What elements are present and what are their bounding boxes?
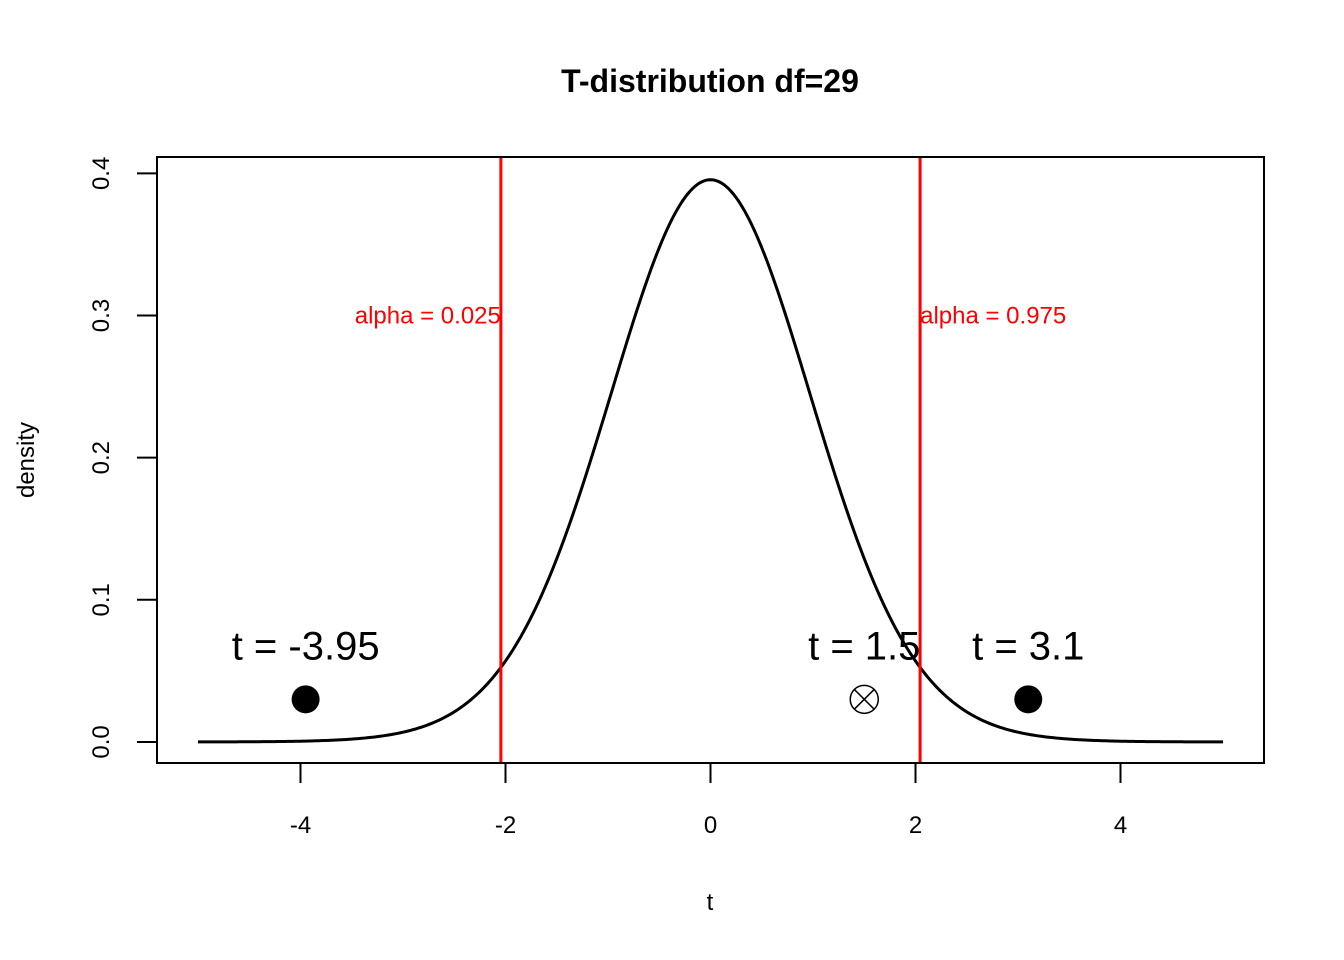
critical-value-label: alpha = 0.975	[920, 303, 1066, 330]
x-axis: -4 -2 0 2 4	[290, 762, 1127, 839]
density-curve	[198, 178, 1223, 744]
x-tick-label: 2	[909, 812, 922, 839]
point-label: t = 3.1	[972, 624, 1084, 668]
point-label: t = 1.5	[808, 624, 920, 668]
x-tick-label: 0	[704, 812, 717, 839]
y-tick-label: 0.4	[88, 157, 115, 190]
y-tick-label: 0.3	[88, 299, 115, 332]
chart-title: T-distribution df=29	[561, 63, 859, 99]
x-tick-label: 4	[1114, 812, 1127, 839]
filled-point-marker	[291, 685, 320, 714]
plot-area: alpha = 0.025 alpha = 0.975 t = -3.95 t = 1…	[198, 157, 1223, 763]
point-label: t = -3.95	[232, 624, 380, 668]
filled-point-marker	[1014, 685, 1043, 714]
plot-frame	[156, 156, 1265, 764]
y-tick-label: 0.2	[88, 441, 115, 474]
critical-value-label: alpha = 0.025	[355, 303, 501, 330]
x-tick-label: -2	[495, 812, 516, 839]
open-point-cross	[853, 688, 875, 710]
y-tick-label: 0.0	[88, 725, 115, 758]
y-axis: 0.0 0.1 0.2 0.3 0.4	[88, 157, 158, 759]
y-tick-label: 0.1	[88, 583, 115, 616]
open-point-marker	[849, 684, 879, 715]
x-axis-label: t	[707, 889, 714, 916]
x-tick-label: -4	[290, 812, 311, 839]
y-axis-label: density	[13, 422, 40, 498]
